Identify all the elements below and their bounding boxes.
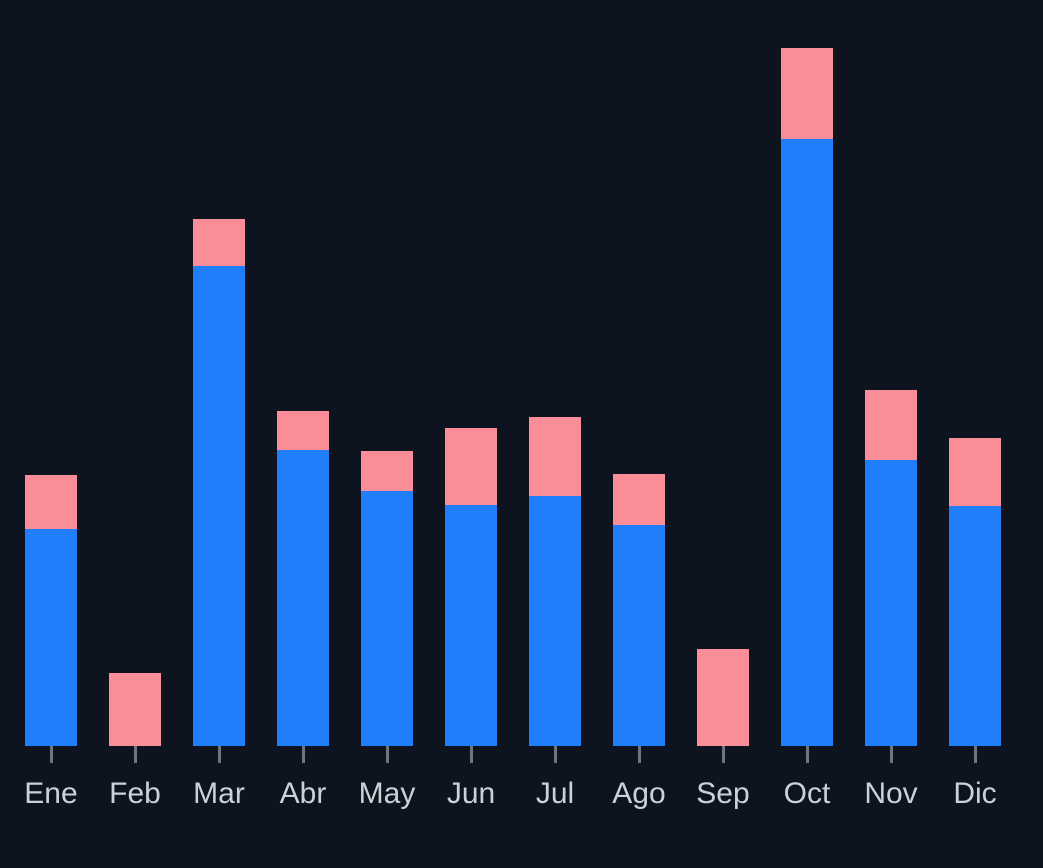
bar-column-abr: Abr [261,0,345,809]
bar-column-jun: Jun [429,0,513,809]
x-axis-label-may: May [358,777,416,810]
x-axis-label-feb: Feb [109,777,161,810]
stacked-bar-ago [597,0,681,746]
x-axis-label-mar: Mar [193,777,245,810]
x-axis-tick-nov [889,746,893,763]
x-axis-tick-ago [637,746,641,763]
blue-bar-segment-jun[interactable] [445,505,497,746]
stacked-bar-sep [681,0,765,746]
bar-column-nov: Nov [849,0,933,809]
pink-bar-segment-oct[interactable] [781,48,833,139]
stacked-bar-oct [765,0,849,746]
blue-bar-segment-dic[interactable] [949,506,1001,746]
bar-column-ago: Ago [597,0,681,809]
x-axis-tick-mar [217,746,221,763]
stacked-bar-feb [93,0,177,746]
blue-bar-segment-mar[interactable] [193,266,245,746]
x-axis-label-jun: Jun [446,777,496,810]
pink-bar-segment-ene[interactable] [25,475,77,529]
pink-bar-segment-nov[interactable] [865,390,917,460]
x-axis-tick-ene [49,746,53,763]
stacked-bar-mar [177,0,261,746]
bar-column-dic: Dic [933,0,1017,809]
x-axis-label-oct: Oct [783,777,831,810]
pink-bar-segment-may[interactable] [361,451,413,491]
bar-column-feb: Feb [93,0,177,809]
stacked-bar-jul [513,0,597,746]
pink-bar-segment-dic[interactable] [949,438,1001,506]
pink-bar-segment-jul[interactable] [529,417,581,496]
x-axis-tick-oct [805,746,809,763]
x-axis-tick-jul [553,746,557,763]
x-axis-label-ene: Ene [24,777,78,810]
x-axis-tick-dic [973,746,977,763]
x-axis-label-sep: Sep [696,777,750,810]
bar-column-ene: Ene [9,0,93,809]
x-axis-label-dic: Dic [953,777,997,810]
pink-bar-segment-jun[interactable] [445,428,497,505]
x-axis-label-jul: Jul [535,777,575,810]
blue-bar-segment-ene[interactable] [25,529,77,746]
pink-bar-segment-mar[interactable] [193,219,245,266]
x-axis-label-nov: Nov [864,777,918,810]
blue-bar-segment-ago[interactable] [613,525,665,746]
bar-column-oct: Oct [765,0,849,809]
x-axis-tick-sep [721,746,725,763]
pink-bar-segment-ago[interactable] [613,474,665,525]
pink-bar-segment-feb[interactable] [109,673,161,746]
x-axis-tick-abr [301,746,305,763]
pink-bar-segment-abr[interactable] [277,411,329,450]
x-axis-tick-may [385,746,389,763]
blue-bar-segment-abr[interactable] [277,450,329,746]
stacked-bar-dic [933,0,1017,746]
stacked-bar-may [345,0,429,746]
x-axis-label-ago: Ago [612,777,666,810]
x-axis-tick-jun [469,746,473,763]
stacked-bar-nov [849,0,933,746]
blue-bar-segment-may[interactable] [361,491,413,746]
bar-column-jul: Jul [513,0,597,809]
blue-bar-segment-jul[interactable] [529,496,581,746]
pink-bar-segment-sep[interactable] [697,649,749,746]
blue-bar-segment-oct[interactable] [781,139,833,746]
stacked-bar-abr [261,0,345,746]
blue-bar-segment-nov[interactable] [865,460,917,746]
bar-column-sep: Sep [681,0,765,809]
x-axis-label-abr: Abr [279,777,327,810]
x-axis-tick-feb [133,746,137,763]
stacked-bar-chart: Ene Feb Mar Abr May Jun Jul Ago Sep Oct Nov Dic [9,0,1017,809]
stacked-bar-ene [9,0,93,746]
bar-column-may: May [345,0,429,809]
stacked-bar-jun [429,0,513,746]
bar-column-mar: Mar [177,0,261,809]
